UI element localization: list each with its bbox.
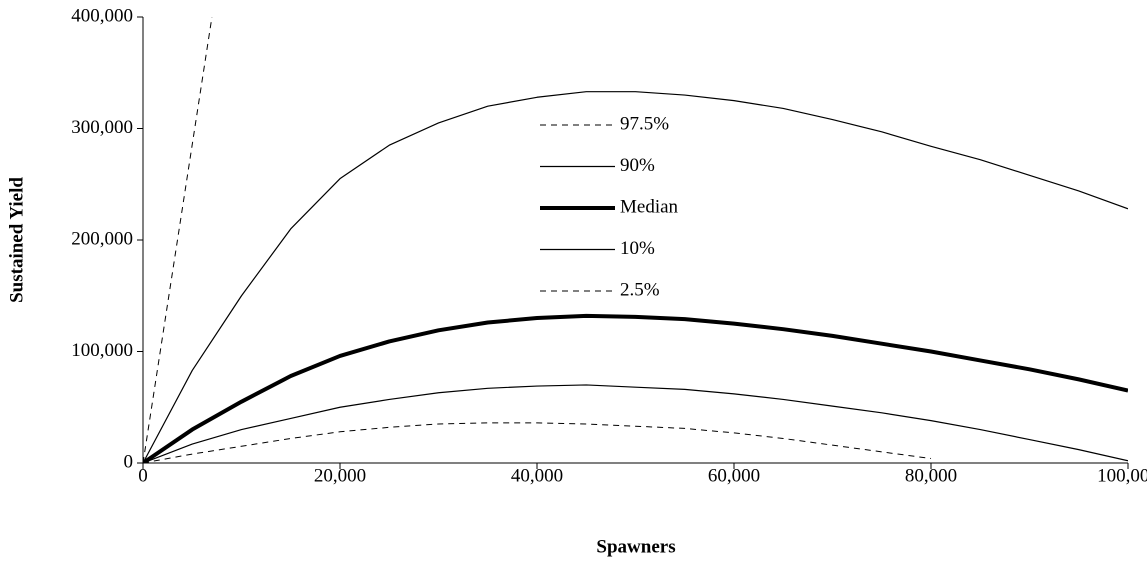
series-line [143, 313, 1128, 463]
legend-label: 2.5% [620, 279, 660, 300]
x-tick-label: 20,000 [314, 465, 366, 486]
y-tick-label: 200,000 [71, 228, 133, 249]
legend-label: 97.5% [620, 113, 669, 134]
x-tick-label: 0 [138, 465, 148, 486]
legend-label: 10% [620, 238, 655, 259]
y-tick-label: 300,000 [71, 117, 133, 138]
x-tick-label: 80,000 [905, 465, 957, 486]
series-line [143, 422, 932, 463]
y-axis-title: Sustained Yield [6, 177, 27, 303]
legend-label: 90% [620, 155, 655, 176]
y-tick-label: 0 [124, 451, 134, 472]
y-tick-label: 400,000 [71, 5, 133, 26]
x-axis-title: Spawners [596, 536, 675, 557]
series-line [143, 91, 1128, 463]
x-tick-label: 40,000 [511, 465, 563, 486]
x-tick-label: 60,000 [708, 465, 760, 486]
plot-area [143, 17, 1128, 463]
x-tick-label: 100,000 [1097, 465, 1147, 486]
series-line [143, 17, 213, 463]
legend-label: Median [620, 196, 679, 217]
y-tick-label: 100,000 [71, 340, 133, 361]
series-line [143, 384, 1128, 463]
